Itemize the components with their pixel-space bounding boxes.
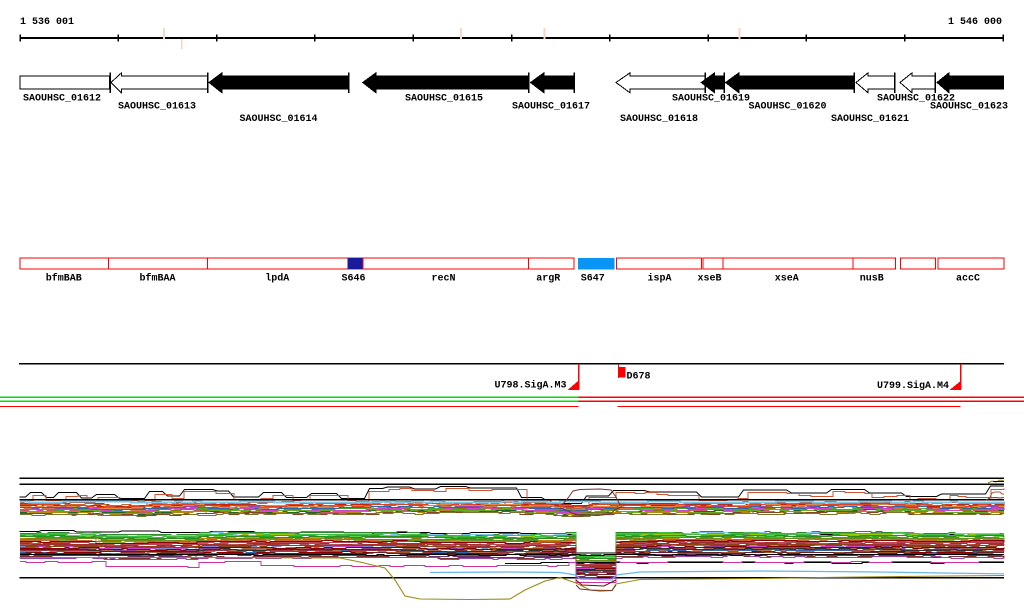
svg-text:SAOUHSC_01618: SAOUHSC_01618: [620, 114, 698, 125]
svg-text:SAOUHSC_01615: SAOUHSC_01615: [405, 94, 483, 105]
svg-text:1 546 000: 1 546 000: [948, 17, 1002, 28]
svg-text:U798.SigA.M3: U798.SigA.M3: [494, 379, 566, 391]
svg-text:bfmBAA: bfmBAA: [139, 273, 175, 285]
svg-text:xseB: xseB: [697, 274, 721, 285]
svg-text:recN: recN: [431, 274, 455, 285]
svg-text:bfmBAB: bfmBAB: [46, 273, 82, 285]
svg-text:ispA: ispA: [647, 273, 671, 285]
svg-text:nusB: nusB: [860, 274, 884, 285]
svg-text:1 536 001: 1 536 001: [20, 17, 74, 28]
svg-text:S647: S647: [581, 274, 605, 285]
svg-text:accC: accC: [956, 274, 980, 285]
svg-text:xseA: xseA: [775, 274, 799, 285]
svg-text:SAOUHSC_01622: SAOUHSC_01622: [877, 94, 955, 105]
svg-text:lpdA: lpdA: [265, 273, 289, 285]
svg-text:SAOUHSC_01617: SAOUHSC_01617: [512, 102, 590, 113]
svg-text:SAOUHSC_01623: SAOUHSC_01623: [930, 102, 1008, 113]
svg-text:SAOUHSC_01621: SAOUHSC_01621: [831, 114, 909, 125]
svg-text:SAOUHSC_01620: SAOUHSC_01620: [748, 102, 826, 113]
svg-text:SAOUHSC_01614: SAOUHSC_01614: [239, 114, 317, 125]
svg-text:SAOUHSC_01612: SAOUHSC_01612: [23, 94, 101, 105]
svg-text:S646: S646: [341, 274, 365, 285]
svg-text:argR: argR: [536, 274, 560, 285]
svg-text:U799.SigA.M4: U799.SigA.M4: [877, 380, 949, 392]
svg-text:SAOUHSC_01619: SAOUHSC_01619: [672, 94, 750, 105]
svg-text:D678: D678: [627, 371, 651, 382]
svg-text:SAOUHSC_01613: SAOUHSC_01613: [118, 102, 196, 113]
